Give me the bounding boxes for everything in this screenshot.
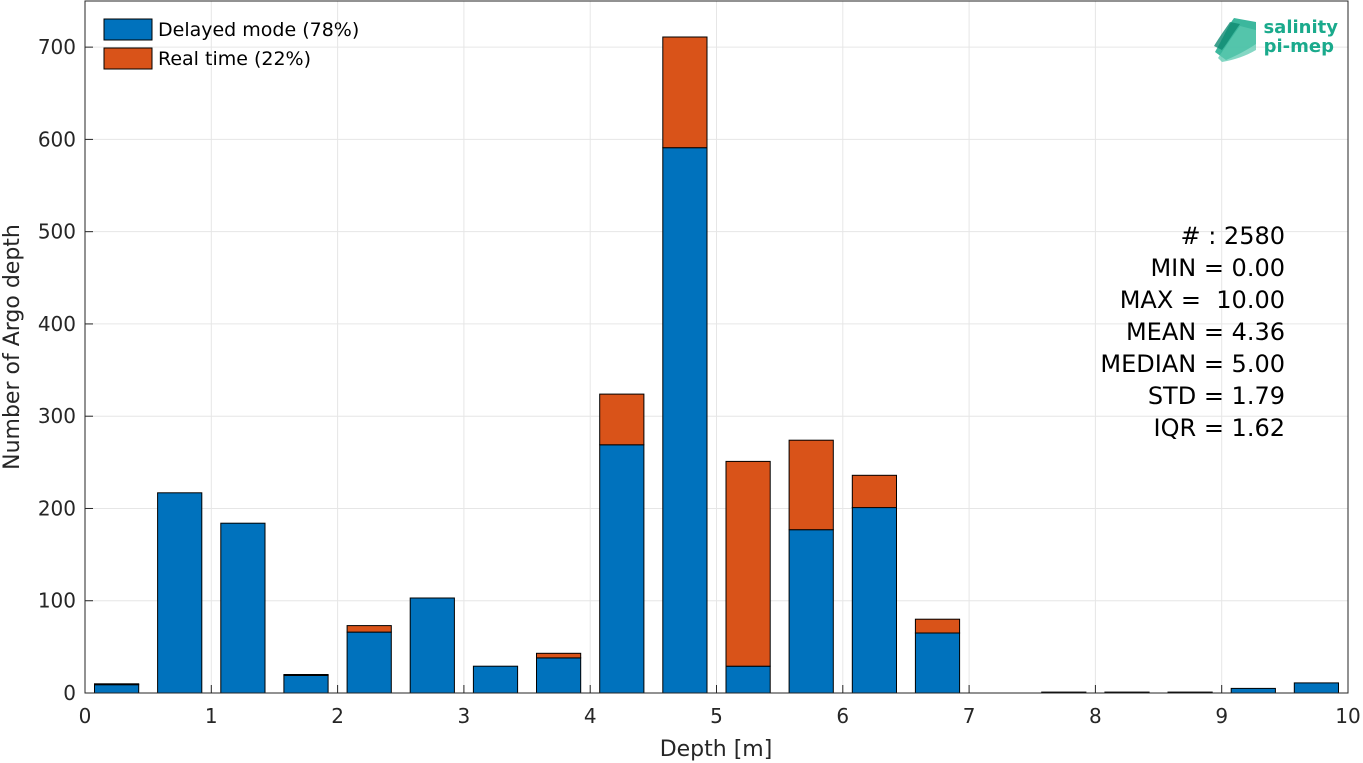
bar-delayed-mode xyxy=(409,597,455,694)
legend-swatch-delayed xyxy=(103,18,153,41)
y-axis-label: Number of Argo depth xyxy=(0,224,25,470)
bar-delayed-mode xyxy=(788,529,834,694)
bars xyxy=(94,36,1340,694)
x-axis-ticks: 0 1 2 3 4 5 6 7 8 9 10 xyxy=(79,685,1361,728)
bar-delayed-mode xyxy=(157,492,203,694)
statistics-box: # : 2580 MIN = 0.00 MAX = 10.00 MEAN = 4.36… xyxy=(1100,222,1285,442)
bar-real-time xyxy=(283,674,329,676)
legend-label-delayed: Delayed mode (78%) xyxy=(158,19,359,41)
legend: Delayed mode (78%) Real time (22%) xyxy=(103,18,359,70)
y-tick-label: 0 xyxy=(63,681,76,705)
bar-delayed-mode xyxy=(283,675,329,694)
x-tick-label: 9 xyxy=(1215,704,1228,728)
stats-line: MAX = 10.00 xyxy=(1120,286,1285,314)
bar-real-time xyxy=(94,683,140,686)
salinity-pi-mep-logo: salinity pi-mep xyxy=(1214,17,1338,62)
legend-label-realtime: Real time (22%) xyxy=(158,48,311,70)
bar-delayed-mode xyxy=(914,632,961,694)
stats-line: MEAN = 4.36 xyxy=(1126,318,1285,346)
stats-line: MEDIAN = 5.00 xyxy=(1100,350,1285,378)
stats-line: STD = 1.79 xyxy=(1148,382,1285,410)
y-axis-ticks: 0 100 200 300 400 500 600 700 xyxy=(38,35,93,705)
y-tick-label: 100 xyxy=(38,589,76,613)
bar-delayed-mode xyxy=(472,665,519,694)
bar-real-time xyxy=(914,618,961,634)
bar-delayed-mode xyxy=(662,147,708,694)
x-tick-label: 5 xyxy=(710,704,723,728)
stats-line: MIN = 0.00 xyxy=(1150,254,1285,282)
x-tick-label: 1 xyxy=(205,704,218,728)
y-tick-label: 600 xyxy=(38,127,76,151)
x-tick-label: 7 xyxy=(963,704,976,728)
bar-real-time xyxy=(662,36,708,149)
x-tick-label: 2 xyxy=(331,704,344,728)
bar-real-time xyxy=(536,652,582,659)
bar-delayed-mode xyxy=(536,657,582,694)
x-axis-label: Depth [m] xyxy=(660,737,773,762)
grid-lines xyxy=(85,0,1348,693)
bar-delayed-mode xyxy=(220,522,266,694)
bar-delayed-mode xyxy=(346,631,392,694)
bar-delayed-mode xyxy=(1230,687,1276,694)
x-tick-label: 0 xyxy=(79,704,92,728)
y-tick-label: 400 xyxy=(38,312,76,336)
logo-text-pi-mep: pi-mep xyxy=(1264,36,1334,57)
bar-real-time xyxy=(851,474,897,509)
bar-real-time xyxy=(599,393,645,446)
bar-real-time xyxy=(346,625,392,633)
x-tick-label: 4 xyxy=(584,704,597,728)
logo-text-salinity: salinity xyxy=(1263,17,1338,38)
x-tick-label: 8 xyxy=(1089,704,1102,728)
bar-delayed-mode xyxy=(725,665,771,694)
y-tick-label: 300 xyxy=(38,404,76,428)
x-tick-label: 10 xyxy=(1335,704,1360,728)
wave-logo-icon xyxy=(1214,18,1256,62)
bar-real-time xyxy=(788,439,834,531)
bar-delayed-mode xyxy=(1293,682,1340,694)
stats-line: IQR = 1.62 xyxy=(1154,414,1285,442)
x-tick-label: 6 xyxy=(836,704,849,728)
bar-delayed-mode xyxy=(851,507,897,694)
bar-real-time xyxy=(725,460,771,667)
y-tick-label: 700 xyxy=(38,35,76,59)
y-tick-label: 200 xyxy=(38,496,76,520)
legend-swatch-realtime xyxy=(103,47,153,70)
stats-line: # : 2580 xyxy=(1180,222,1285,250)
bar-delayed-mode xyxy=(94,684,140,694)
bar-delayed-mode xyxy=(599,444,645,694)
x-tick-label: 3 xyxy=(458,704,471,728)
y-tick-label: 500 xyxy=(38,220,76,244)
